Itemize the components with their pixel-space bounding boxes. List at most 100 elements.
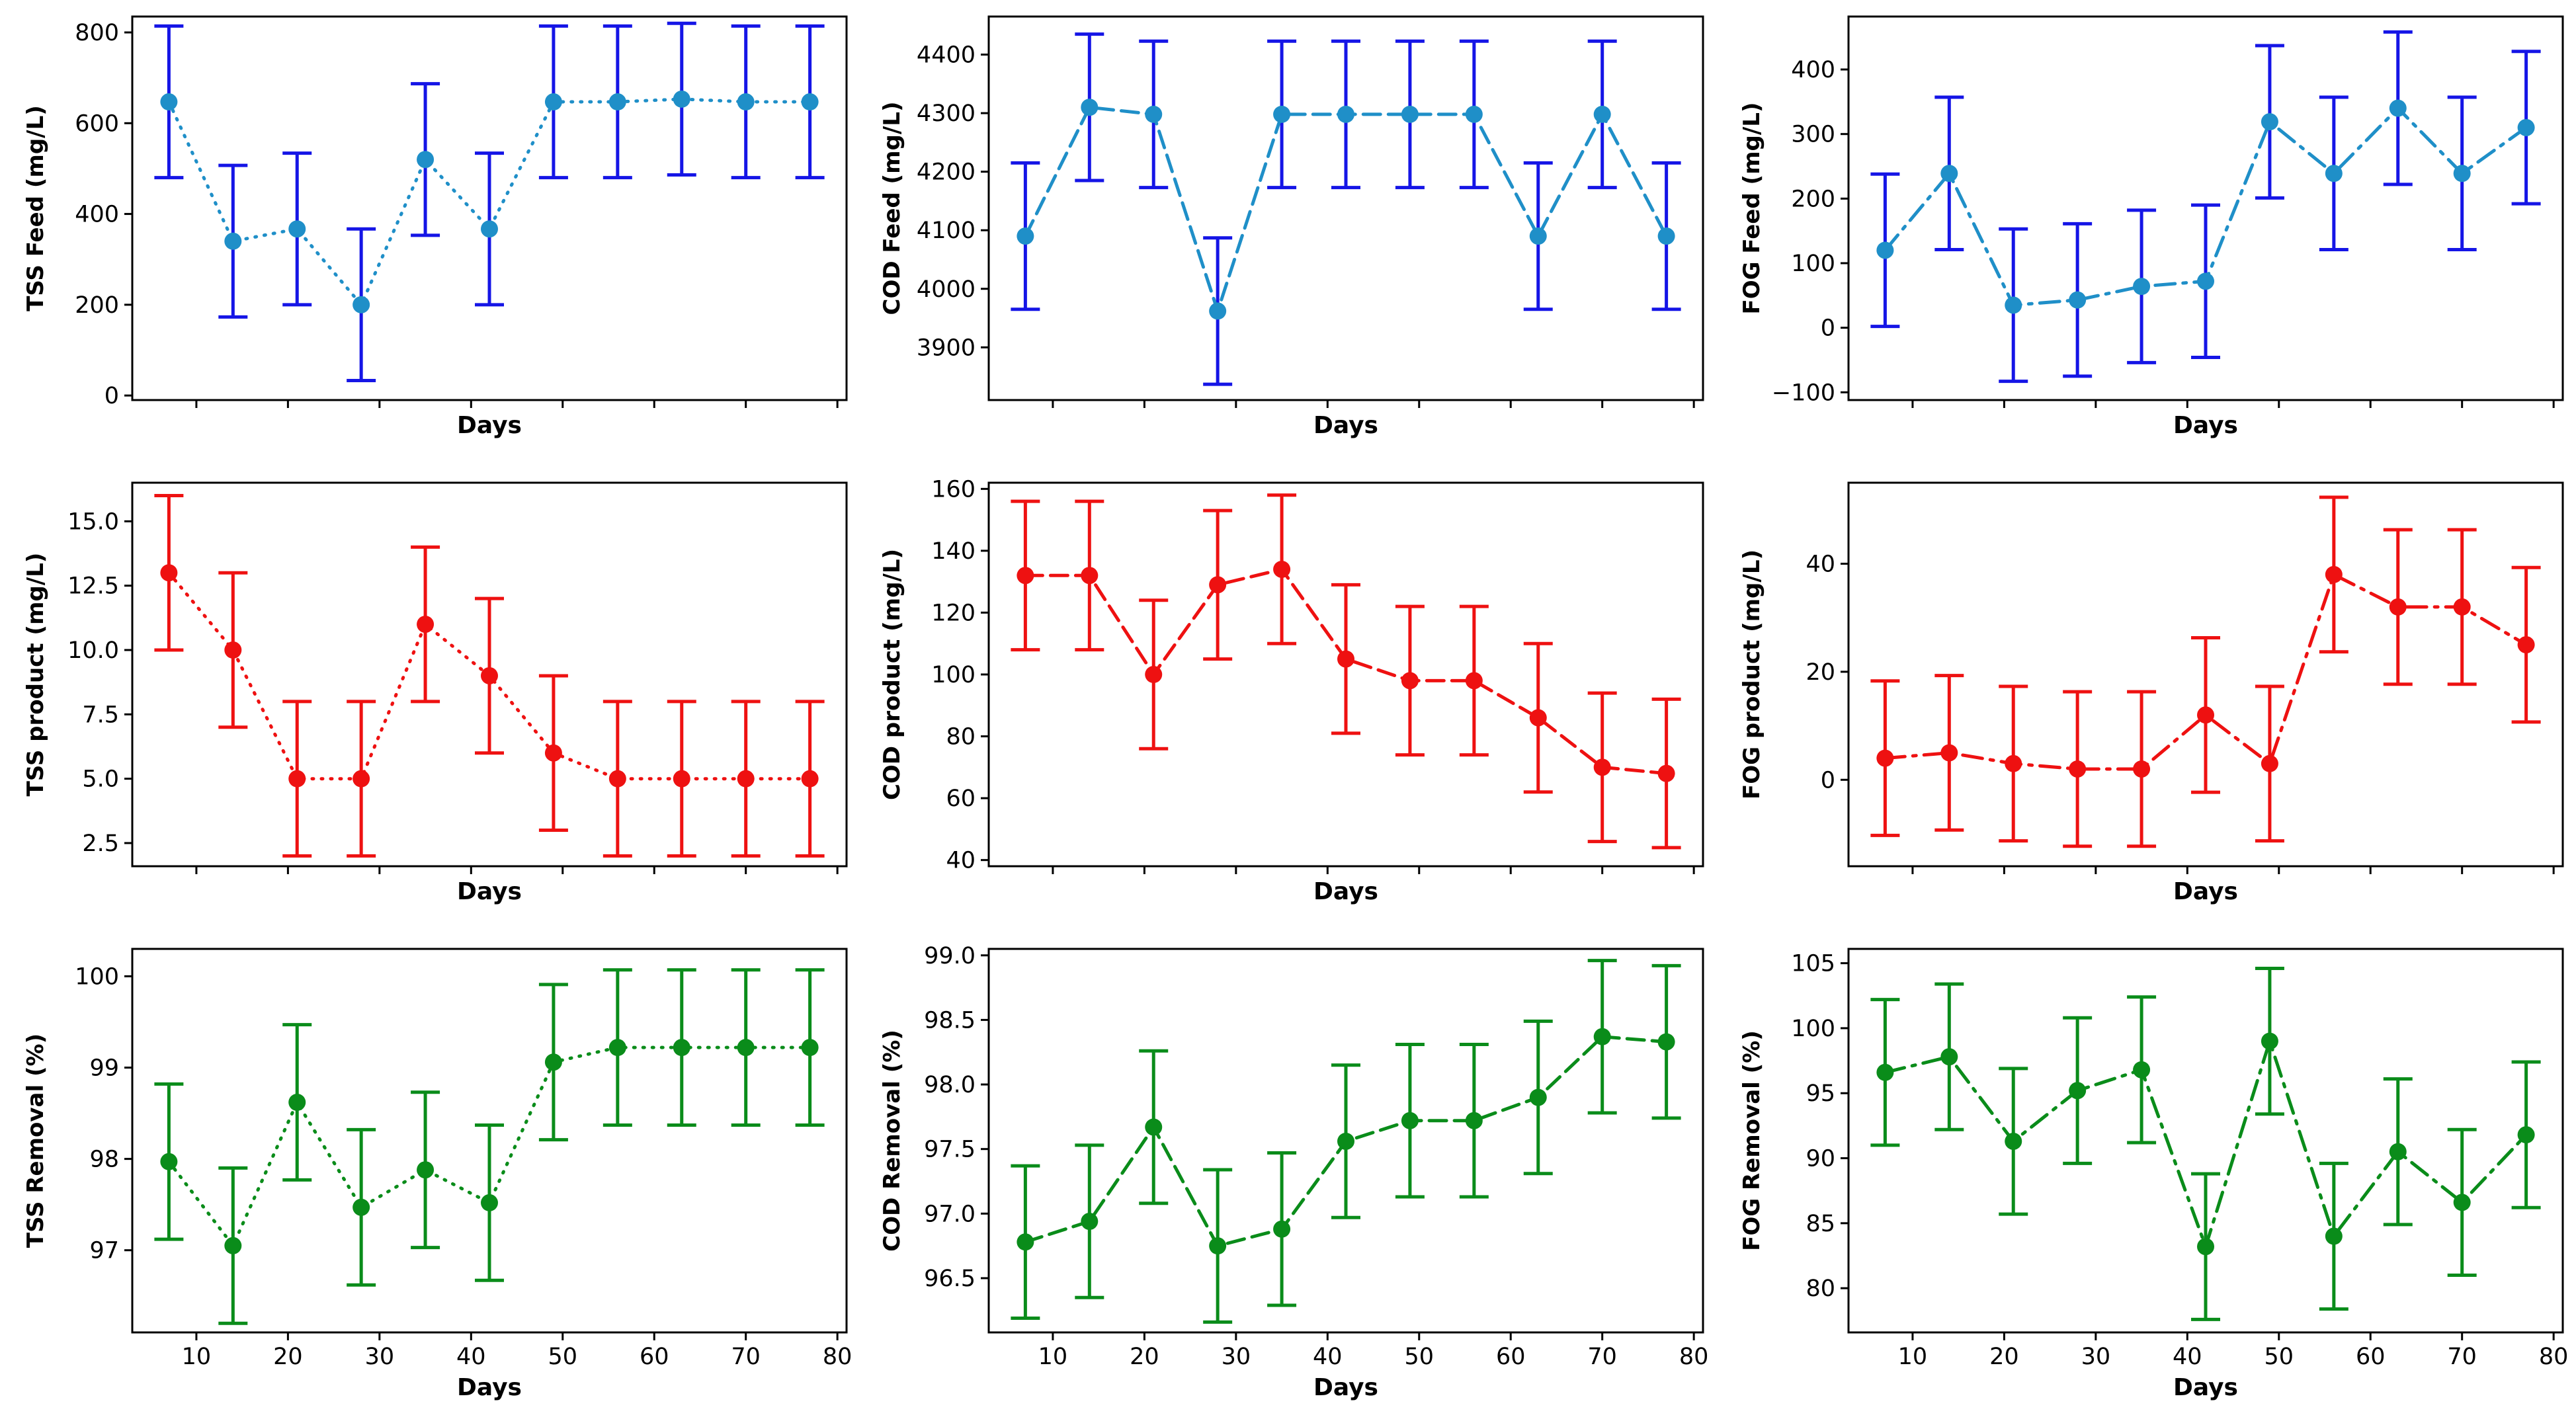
data-point (224, 641, 242, 659)
x-tick-label: 30 (1222, 1344, 1251, 1370)
x-axis-label: Days (457, 878, 522, 905)
y-tick-label: 300 (1791, 122, 1835, 148)
y-tick-label: 40 (1806, 551, 1835, 578)
y-tick-label: 100 (75, 963, 119, 990)
y-tick-label: 98 (89, 1147, 119, 1173)
x-tick-label: 40 (456, 1344, 486, 1370)
y-axis-label: TSS product (mg/L) (22, 553, 49, 797)
panel-6: 0 20 40 Days FOG product (mg/L) (1739, 481, 2564, 905)
x-tick-label: 50 (1404, 1344, 1434, 1370)
data-point (481, 1194, 498, 1211)
series-line (167, 97, 812, 308)
x-tick-label: 40 (2173, 1344, 2202, 1370)
data-point (1337, 105, 1354, 123)
axes-frame (131, 948, 848, 1334)
data-point (1081, 99, 1099, 116)
data-point (1017, 227, 1034, 245)
x-axis-label: Days (457, 412, 522, 439)
x-tick-label: 70 (731, 1344, 761, 1370)
data-point (1876, 749, 1894, 767)
data-point (160, 1153, 178, 1170)
panel-8: 10 20 30 40 50 60 70 80 96.5 97.0 97.5 98.0 98.5 99.0… (879, 943, 1708, 1401)
y-tick-label: 85 (1806, 1211, 1835, 1237)
x-tick-label: 20 (273, 1344, 303, 1370)
data-point (608, 1039, 626, 1057)
y-tick-label: 10.0 (67, 637, 119, 664)
data-point (224, 232, 242, 250)
data-point (2517, 1126, 2535, 1144)
x-tick-label: 40 (1313, 1344, 1343, 1370)
data-point (737, 1039, 755, 1057)
y-tick-label: 100 (931, 662, 976, 688)
data-point (1145, 1118, 1163, 1136)
panel-1: 0 200 400 600 800 Days TSS Feed (mg/L) (22, 15, 848, 439)
panel-4: 2.5 5.0 7.5 10.0 12.5 15.0 Days TSS product (mg… (22, 481, 848, 905)
data-point (1337, 1132, 1354, 1150)
data-point (2325, 165, 2343, 183)
panel-3: −100 0 100 200 300 400 Days FOG Feed (mg/L) (1739, 15, 2564, 439)
data-point (1529, 709, 1547, 727)
data-point (2389, 1143, 2407, 1160)
data-point (608, 93, 626, 111)
data-point (1657, 227, 1675, 245)
data-point (2197, 706, 2214, 724)
data-point (417, 616, 435, 633)
x-axis-label: Days (1313, 1374, 1378, 1401)
data-point (1081, 1213, 1099, 1231)
x-axis-label: Days (2173, 1374, 2238, 1401)
y-tick-label: 99 (89, 1055, 119, 1082)
y-tick-label: 4200 (917, 159, 976, 186)
x-tick-label: 60 (640, 1344, 669, 1370)
panel-7: 10 20 30 40 50 60 70 80 97 98 99 100 Days TSS Removal… (22, 948, 852, 1401)
data-point (2261, 754, 2278, 772)
data-point (737, 93, 755, 111)
data-point (1273, 105, 1291, 123)
data-point (1401, 105, 1419, 123)
data-point (1529, 227, 1547, 245)
y-tick-label: 160 (931, 476, 976, 503)
data-point (1940, 744, 1958, 762)
data-point (1593, 1028, 1611, 1045)
y-tick-label: 2.5 (82, 831, 119, 857)
y-tick-label: 95 (1806, 1080, 1835, 1107)
x-tick-label: 60 (2356, 1344, 2386, 1370)
data-point (2069, 760, 2087, 778)
data-point (224, 1237, 242, 1254)
x-axis-label: Days (2173, 412, 2238, 439)
data-point (288, 220, 306, 238)
x-tick-label: 10 (1038, 1344, 1068, 1370)
data-point (2261, 113, 2278, 131)
data-point (1876, 241, 1894, 259)
data-point (481, 220, 498, 238)
axes-frame (1847, 948, 2564, 1334)
data-point (1273, 1220, 1291, 1238)
data-point (1465, 105, 1483, 123)
data-point (353, 1198, 370, 1216)
data-point (1209, 302, 1227, 320)
y-axis-label: FOG Feed (mg/L) (1739, 102, 1765, 315)
data-point (544, 93, 562, 111)
data-point (2261, 1032, 2278, 1050)
y-tick-label: 200 (1791, 186, 1835, 212)
y-tick-label: 97.0 (924, 1201, 976, 1227)
data-point (1593, 105, 1611, 123)
data-point (353, 296, 370, 313)
y-tick-label: 800 (75, 20, 119, 46)
data-point (737, 770, 755, 788)
data-point (1145, 666, 1163, 683)
y-tick-label: −100 (1772, 380, 1835, 406)
y-tick-label: 0 (1821, 767, 1835, 793)
y-tick-label: 15.0 (67, 508, 119, 535)
axes-frame (987, 948, 1704, 1334)
data-point (1940, 165, 1958, 183)
y-tick-label: 90 (1806, 1146, 1835, 1172)
y-axis-label: COD Feed (mg/L) (879, 102, 905, 315)
y-axis-label: TSS Removal (%) (22, 1034, 49, 1248)
y-axis-label: COD Removal (%) (879, 1030, 905, 1252)
y-tick-label: 40 (946, 848, 976, 874)
data-point (2453, 598, 2471, 616)
data-point (2517, 636, 2535, 654)
data-point (1657, 764, 1675, 782)
y-tick-label: 105 (1791, 951, 1835, 977)
data-point (1209, 1237, 1227, 1255)
